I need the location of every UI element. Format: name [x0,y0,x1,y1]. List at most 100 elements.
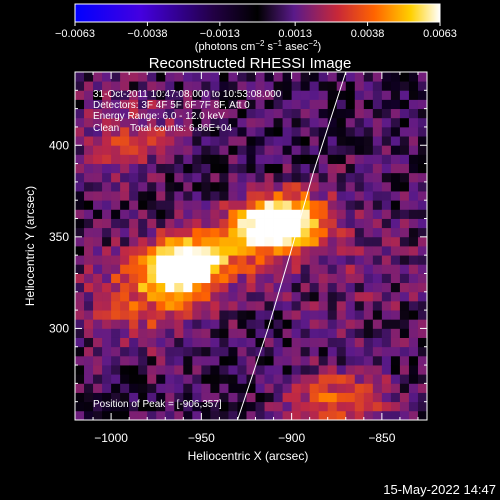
heatmap-pixel [264,99,274,110]
heatmap-pixel [255,291,265,302]
heatmap-pixel [264,291,274,302]
heatmap-pixel [390,136,401,146]
heatmap-pixel [282,355,293,366]
heatmap-pixel [300,392,311,403]
heatmap-pixel [381,209,392,219]
heatmap-pixel [291,163,302,174]
heatmap-pixel [210,410,220,420]
heatmap-pixel [210,108,220,119]
heatmap-pixel [363,392,374,403]
heatmap-pixel [192,172,202,183]
heatmap-pixel [102,145,112,155]
heatmap-pixel [147,72,157,82]
heatmap-pixel [300,374,311,384]
heatmap-pixel [318,209,329,219]
heatmap-pixel [111,383,121,393]
heatmap-pixel [111,328,121,338]
heatmap-pixel [93,282,103,293]
heatmap-pixel [138,72,148,82]
heatmap-pixel [300,365,311,375]
heatmap-pixel [183,374,193,384]
heatmap-pixel [192,191,202,201]
heatmap-pixel [138,374,148,384]
heatmap-pixel [300,246,311,256]
heatmap-pixel [174,264,184,274]
heatmap-pixel [183,264,193,274]
heatmap-pixel [282,246,293,256]
heatmap-pixel [129,191,139,201]
heatmap-pixel [84,145,94,155]
heatmap-pixel [390,319,401,329]
heatmap-pixel [228,346,238,357]
heatmap-pixel [372,181,383,192]
heatmap-pixel [84,337,94,348]
heatmap-pixel [111,154,121,164]
heatmap-pixel [237,108,247,119]
heatmap-pixel [255,200,265,210]
heatmap-pixel [282,163,293,174]
heatmap-pixel [372,392,383,403]
heatmap-pixel [210,218,220,229]
heatmap-pixel [291,282,302,293]
heatmap-pixel [336,172,347,183]
heatmap-pixel [417,319,427,329]
heatmap-pixel [354,209,365,219]
heatmap-pixel [273,383,283,393]
heatmap-pixel [165,236,175,247]
heatmap-pixel [192,410,202,420]
heatmap-pixel [120,310,130,320]
heatmap-pixel [120,136,130,146]
heatmap-pixel [255,310,265,320]
heatmap-pixel [138,209,148,219]
heatmap-pixel [381,319,392,329]
heatmap-pixel [255,246,265,256]
heatmap-pixel [192,365,202,375]
heatmap-pixel [102,191,112,201]
heatmap-pixel [282,255,293,265]
heatmap-pixel [75,72,85,82]
heatmap-pixel [327,410,338,420]
heatmap-pixel [93,163,103,174]
heatmap-pixel [102,236,112,247]
heatmap-pixel [174,172,184,183]
heatmap-pixel [282,191,293,201]
heatmap-pixel [237,374,247,384]
heatmap-pixel [300,383,311,393]
heatmap-pixel [282,154,293,164]
heatmap-pixel [138,227,148,238]
heatmap-pixel [174,346,184,357]
heatmap-pixel [183,236,193,247]
heatmap-pixel [201,246,211,256]
heatmap-pixel [210,282,220,293]
heatmap-pixel [201,191,211,201]
heatmap-pixel [183,365,193,375]
heatmap-pixel [255,337,265,348]
heatmap-pixel [372,236,383,247]
heatmap-pixel [210,181,220,192]
heatmap-pixel [246,200,256,210]
heatmap-pixel [417,108,427,119]
heatmap-pixel [129,337,139,348]
heatmap-pixel [354,365,365,375]
heatmap-pixel [354,72,365,82]
heatmap-pixel [309,401,320,412]
heatmap-pixel [363,319,374,329]
heatmap-pixel [75,191,85,201]
heatmap-pixel [129,227,139,238]
heatmap-pixel [291,401,302,412]
heatmap-pixel [237,392,247,403]
heatmap-pixel [183,191,193,201]
heatmap-pixel [291,99,302,110]
heatmap-pixel [408,319,419,329]
heatmap-pixel [417,246,427,256]
heatmap-pixel [156,401,166,412]
heatmap-pixel [309,191,320,201]
heatmap-pixel [192,246,202,256]
y-tick-label: 400 [49,138,69,152]
heatmap-pixel [264,126,274,137]
heatmap-pixel [165,145,175,155]
heatmap-pixel [390,145,401,155]
heatmap-pixel [111,319,121,329]
heatmap-pixel [408,282,419,293]
heatmap-pixel [273,172,283,183]
